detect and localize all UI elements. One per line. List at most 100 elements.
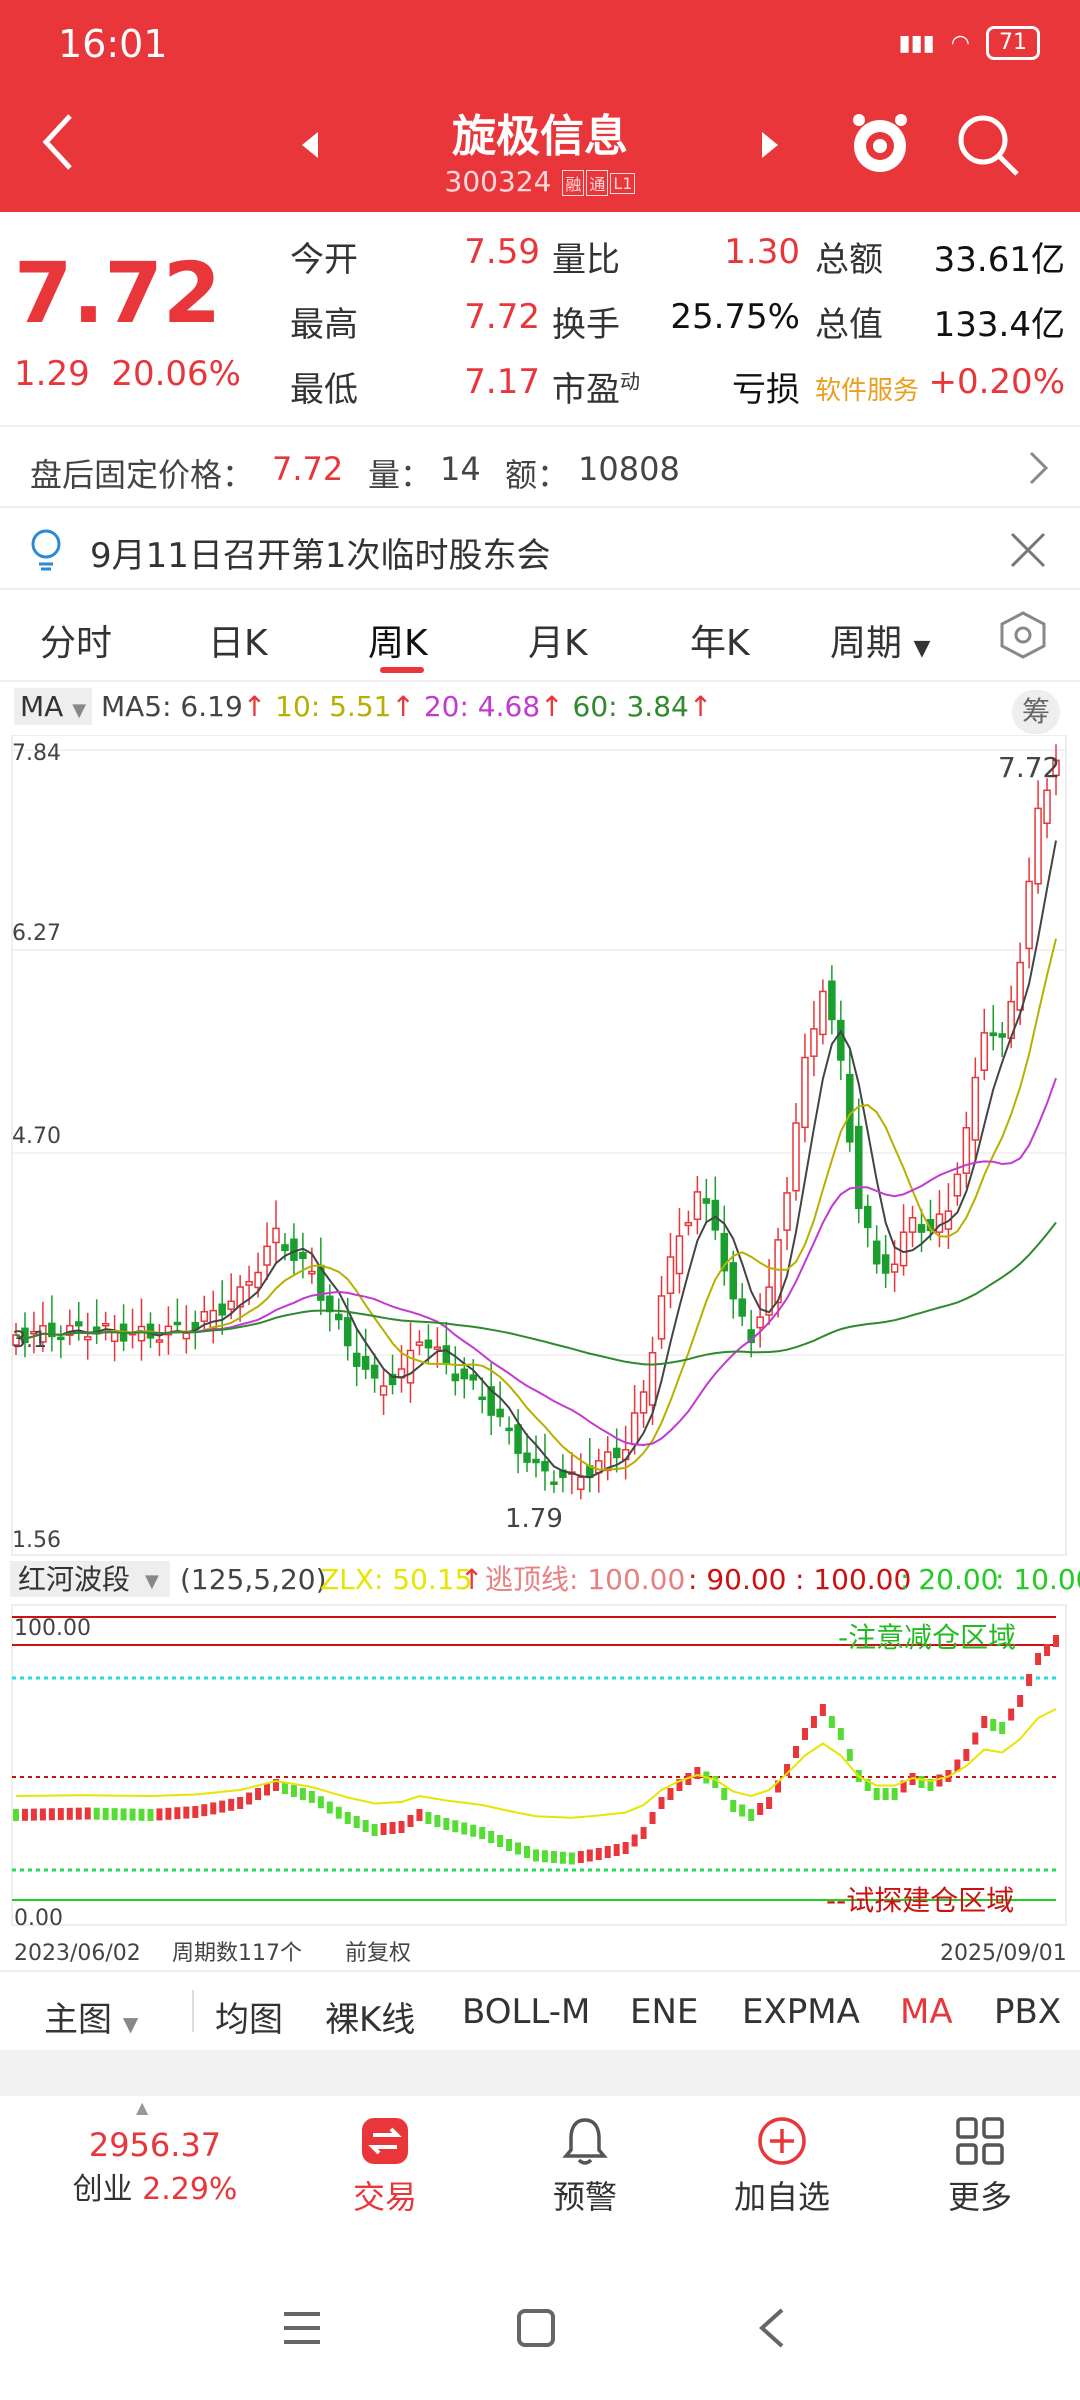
- tab-period[interactable]: 周期 ▼: [830, 614, 930, 666]
- tab-weekly[interactable]: 周K: [368, 623, 428, 664]
- candle-body: [352, 1352, 361, 1367]
- candle-body: [639, 1391, 648, 1414]
- more-tab[interactable]: 更多: [920, 2114, 1040, 2218]
- up-arrow-icon: ↑: [242, 690, 267, 723]
- change-pct: 20.06%: [111, 354, 241, 394]
- candle-body: [711, 1199, 720, 1231]
- prev-stock-icon[interactable]: [300, 130, 320, 160]
- candle-body: [487, 1386, 495, 1416]
- candle-body: [281, 1244, 289, 1252]
- tab-intraday[interactable]: 分时: [40, 623, 113, 664]
- candle-body: [272, 1227, 280, 1244]
- candle-body: [783, 1192, 791, 1231]
- kline-chart[interactable]: 7.84 6.27 4.70 3.1 1.56 7.72 1.79 红河波段 ▼…: [0, 735, 1080, 1970]
- candle-body: [335, 1313, 343, 1321]
- trade-tab[interactable]: 交易: [325, 2114, 445, 2218]
- indicator-bar: [255, 1788, 262, 1800]
- indicator-bar: [954, 1759, 961, 1772]
- indicator-bar: [246, 1792, 253, 1805]
- chip-distribution-button[interactable]: 筹: [1012, 690, 1060, 734]
- index-name: 创业: [72, 2172, 133, 2207]
- candle-body: [236, 1286, 244, 1308]
- indicator-bar: [577, 1851, 584, 1863]
- candle-body: [774, 1239, 782, 1304]
- indicator-bar: [290, 1785, 297, 1797]
- indicator-tab-avg[interactable]: 均图: [215, 2000, 283, 2040]
- indicator-bar: [1008, 1708, 1015, 1721]
- trade-icon: [362, 2118, 408, 2164]
- ma-selector[interactable]: MA ▼: [14, 688, 93, 725]
- menu-icon[interactable]: [282, 2308, 322, 2348]
- indicator-name[interactable]: 红河波段: [18, 1563, 130, 1596]
- indicator-tab-boll[interactable]: BOLL-M: [462, 1992, 591, 2032]
- candle-body: [451, 1373, 460, 1382]
- status-time: 16:01: [58, 22, 168, 66]
- candle-body: [308, 1270, 316, 1275]
- candle-body: [263, 1245, 271, 1266]
- indicator-bar: [963, 1749, 970, 1761]
- candle-body: [684, 1221, 693, 1227]
- tag-level: L1: [610, 172, 636, 194]
- caret-down-icon: ▼: [122, 2012, 139, 2036]
- pe-label: 市盈动: [552, 362, 640, 411]
- alert-tab[interactable]: 预警: [525, 2114, 645, 2218]
- candle-body: [21, 1327, 29, 1344]
- alert-label: 预警: [552, 2178, 617, 2216]
- index-value: 2956.37: [88, 2126, 222, 2164]
- candle-body: [720, 1232, 729, 1272]
- main-chart-select[interactable]: 主图 ▼: [44, 1992, 138, 2041]
- tab-monthly[interactable]: 月K: [528, 623, 588, 664]
- mascot-icon[interactable]: [845, 108, 915, 178]
- indicator-bar: [273, 1779, 279, 1791]
- candle-body: [460, 1368, 469, 1380]
- indicator-tab-pbx[interactable]: PBX: [994, 1992, 1062, 2032]
- close-icon[interactable]: [1008, 530, 1048, 570]
- indicator-tab-bare-k[interactable]: 裸K线: [325, 2000, 416, 2040]
- candle-body: [1052, 759, 1060, 777]
- candle-body: [254, 1271, 262, 1289]
- after-hours-row[interactable]: 盘后固定价格： 7.72 量： 14 额： 10808: [0, 430, 1080, 508]
- indicator-bar: [721, 1788, 728, 1800]
- indicator-bar: [739, 1804, 746, 1817]
- amount-label: 总额: [815, 240, 883, 280]
- back-icon[interactable]: [38, 112, 78, 172]
- indicator-bar: [371, 1824, 378, 1836]
- more-label: 更多: [947, 2178, 1012, 2216]
- indicator-tab-ene[interactable]: ENE: [630, 1992, 699, 2032]
- tab-yearly[interactable]: 年K: [690, 623, 750, 664]
- candle-body: [1016, 961, 1024, 1011]
- indicator-bar: [380, 1823, 387, 1835]
- indicator-bar: [667, 1788, 674, 1800]
- back-nav-icon[interactable]: [756, 2308, 786, 2348]
- indicator-bar: [138, 1808, 145, 1821]
- next-stock-icon[interactable]: [760, 130, 780, 160]
- add-watchlist-tab[interactable]: 加自选: [712, 2114, 852, 2218]
- index-pct: 2.29%: [142, 2172, 238, 2207]
- section-gap: [0, 2050, 1080, 2096]
- signal-icon: ▮▮▮: [898, 30, 935, 56]
- indicator-bar: [873, 1788, 880, 1800]
- indicator-bar: [694, 1767, 701, 1779]
- home-icon[interactable]: [516, 2308, 556, 2348]
- indicator-tab-ma[interactable]: MA: [900, 1992, 953, 2032]
- tab-daily[interactable]: 日K: [208, 623, 268, 664]
- ma-selector-label: MA: [20, 690, 64, 723]
- sector-link[interactable]: 软件服务: [815, 376, 920, 406]
- candle-body: [980, 1032, 989, 1071]
- indicator-zlx: ZLX: 50.15: [320, 1563, 472, 1596]
- candle-body: [765, 1286, 773, 1316]
- settings-hex-icon[interactable]: [998, 610, 1048, 660]
- indicator-bar: [264, 1783, 271, 1796]
- indicator-bar: [156, 1808, 163, 1821]
- turnover-label: 换手: [552, 305, 620, 345]
- indicator-tab-expma[interactable]: EXPMA: [742, 1992, 860, 2032]
- index-widget[interactable]: 2956.37 创业 2.29%: [60, 2126, 250, 2208]
- price-change: 1.29 20.06%: [14, 354, 241, 394]
- candle-body: [801, 1056, 809, 1129]
- indicator-bar: [595, 1848, 602, 1860]
- search-icon[interactable]: [955, 112, 1021, 178]
- tab-period-label: 周期: [830, 623, 903, 664]
- candle-body: [792, 1122, 800, 1192]
- notice-bar[interactable]: 9月11日召开第1次临时股东会: [0, 510, 1080, 590]
- indicator-bar: [524, 1846, 531, 1858]
